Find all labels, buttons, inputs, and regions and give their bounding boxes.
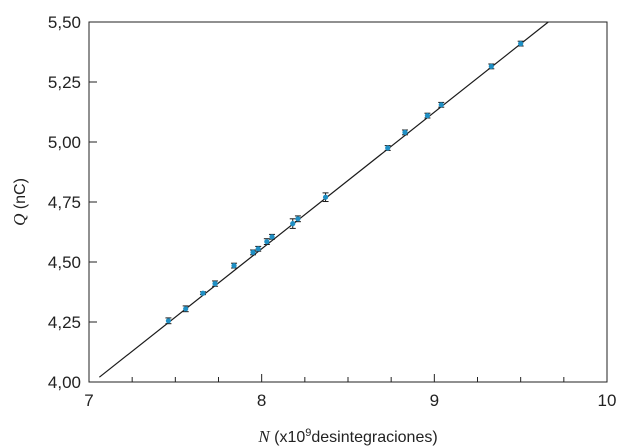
y-axis-label-post: (nC) bbox=[12, 178, 29, 214]
point-marker bbox=[295, 216, 301, 222]
data-points bbox=[165, 40, 524, 325]
x-axis-label-sup: 9 bbox=[305, 427, 311, 439]
point-marker bbox=[183, 306, 189, 312]
data-point bbox=[250, 249, 257, 256]
point-marker bbox=[269, 234, 275, 240]
x-tick-label: 9 bbox=[430, 391, 439, 410]
fit-line bbox=[98, 21, 549, 378]
point-marker bbox=[402, 129, 408, 135]
data-point bbox=[199, 290, 206, 296]
data-point bbox=[438, 101, 445, 108]
point-marker bbox=[385, 145, 391, 151]
data-point bbox=[165, 317, 172, 325]
x-tick-label: 7 bbox=[84, 391, 93, 410]
y-tick-label: 5,00 bbox=[48, 133, 81, 152]
x-tick-label: 10 bbox=[598, 391, 617, 410]
point-marker bbox=[165, 318, 172, 324]
y-tick-label: 4,00 bbox=[48, 373, 81, 392]
y-tick-label: 5,25 bbox=[48, 73, 81, 92]
data-point bbox=[255, 245, 262, 252]
x-tick-label: 8 bbox=[257, 391, 266, 410]
y-tick-label: 4,75 bbox=[48, 193, 81, 212]
point-marker bbox=[438, 102, 444, 108]
data-point bbox=[517, 40, 524, 47]
data-point bbox=[263, 238, 270, 245]
point-marker bbox=[264, 239, 270, 245]
data-point bbox=[269, 233, 276, 240]
x-axis-label-post: desintegraciones) bbox=[311, 429, 437, 446]
x-axis: 7 8 9 10 bbox=[84, 374, 616, 410]
data-point bbox=[401, 129, 408, 136]
point-marker bbox=[250, 249, 256, 255]
data-point bbox=[294, 215, 301, 223]
x-axis-label-pre: (x10 bbox=[270, 429, 306, 446]
point-marker bbox=[322, 194, 329, 200]
point-marker bbox=[518, 41, 524, 47]
point-marker bbox=[255, 246, 261, 252]
point-marker bbox=[488, 63, 494, 69]
y-axis-label-var: Q bbox=[10, 214, 29, 226]
data-point bbox=[322, 192, 329, 203]
plot-frame bbox=[88, 21, 608, 383]
y-tick-label: 5,50 bbox=[48, 13, 81, 32]
x-axis-label-var: N bbox=[257, 427, 271, 446]
data-point bbox=[384, 145, 391, 151]
y-axis: 4,00 4,25 4,50 4,75 5,00 5,25 5,50 bbox=[48, 13, 97, 392]
data-point bbox=[289, 218, 296, 229]
x-axis-label: N (x109desintegraciones) bbox=[257, 427, 437, 446]
point-marker bbox=[424, 113, 431, 119]
data-point bbox=[424, 112, 431, 119]
y-tick-label: 4,25 bbox=[48, 313, 81, 332]
data-point bbox=[212, 280, 219, 287]
point-marker bbox=[212, 281, 218, 287]
data-point bbox=[231, 262, 238, 269]
y-axis-label: Q (nC) bbox=[10, 178, 29, 226]
point-marker bbox=[200, 290, 206, 296]
data-point bbox=[182, 305, 189, 313]
data-point bbox=[488, 63, 495, 70]
y-tick-label: 4,50 bbox=[48, 253, 81, 272]
point-marker bbox=[290, 221, 296, 227]
point-marker bbox=[231, 263, 237, 269]
